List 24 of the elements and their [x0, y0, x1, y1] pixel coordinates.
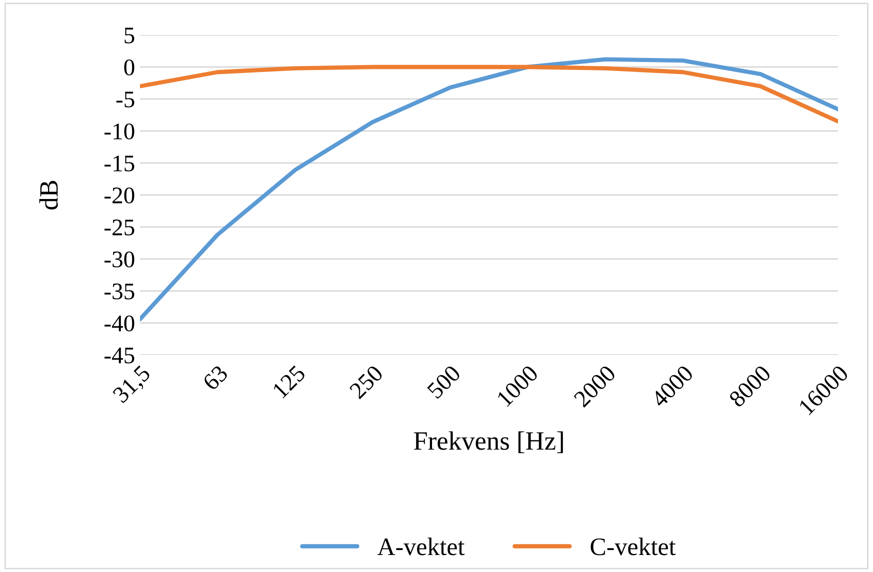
line-series — [140, 64, 838, 124]
legend-label: A-vektet — [377, 538, 465, 556]
y-tick-label: -40 — [104, 315, 134, 332]
x-tick-label: 4000 — [650, 364, 694, 408]
y-tick-label: 0 — [124, 59, 134, 76]
x-tick-label: 500 — [426, 364, 462, 400]
y-tick-label: -10 — [104, 123, 134, 140]
x-tick-label: 31,5 — [112, 364, 154, 406]
legend-label: C-vektet — [590, 538, 676, 556]
y-tick-label: -35 — [104, 284, 134, 300]
y-tick-label: -20 — [104, 187, 134, 204]
line-series — [140, 57, 838, 322]
y-tick-label: -45 — [104, 348, 134, 364]
y-tick-label: -30 — [104, 251, 134, 268]
y-tick-label: -25 — [104, 220, 134, 236]
x-tick-label: 125 — [272, 364, 306, 399]
x-axis-title: Frekvens [Hz] — [414, 431, 563, 454]
y-tick-label: -15 — [104, 156, 134, 172]
x-tick-label: 250 — [348, 364, 384, 400]
y-tick-label: 5 — [124, 28, 134, 44]
y-tick-label: -5 — [116, 92, 134, 108]
x-tick-label: 8000 — [728, 364, 772, 408]
y-axis-title: dB — [39, 180, 58, 210]
x-tick-label: 63 — [202, 364, 229, 392]
